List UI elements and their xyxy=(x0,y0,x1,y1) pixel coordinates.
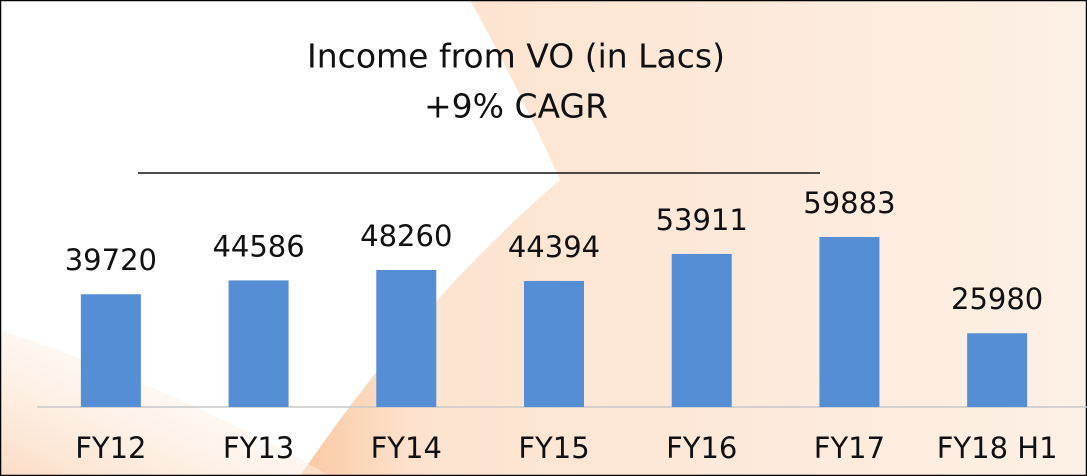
bar xyxy=(524,280,584,407)
data-label: 44586 xyxy=(212,229,304,263)
bar xyxy=(671,253,732,407)
x-tick-label: FY16 xyxy=(666,431,737,465)
x-tick-label: FY15 xyxy=(518,431,589,465)
x-tick-label: FY14 xyxy=(371,431,442,465)
data-label: 53911 xyxy=(656,203,748,237)
bar xyxy=(80,294,141,407)
bar xyxy=(967,333,1028,407)
x-tick-label: FY12 xyxy=(75,431,146,465)
data-label: 44394 xyxy=(508,230,600,264)
x-tick-label: FY18 H1 xyxy=(937,431,1058,465)
data-label: 48260 xyxy=(360,219,452,253)
background-shape xyxy=(300,0,1087,476)
bar xyxy=(819,237,880,407)
chart-subtitle: +9% CAGR xyxy=(424,87,608,126)
bar xyxy=(228,280,289,407)
chart-title: Income from VO (in Lacs) xyxy=(307,37,725,76)
data-label: 39720 xyxy=(65,243,157,277)
x-tick-label: FY13 xyxy=(223,431,294,465)
data-label: 59883 xyxy=(803,186,895,220)
x-tick-label: FY17 xyxy=(814,431,885,465)
data-label: 25980 xyxy=(951,282,1043,316)
bar xyxy=(376,269,437,407)
